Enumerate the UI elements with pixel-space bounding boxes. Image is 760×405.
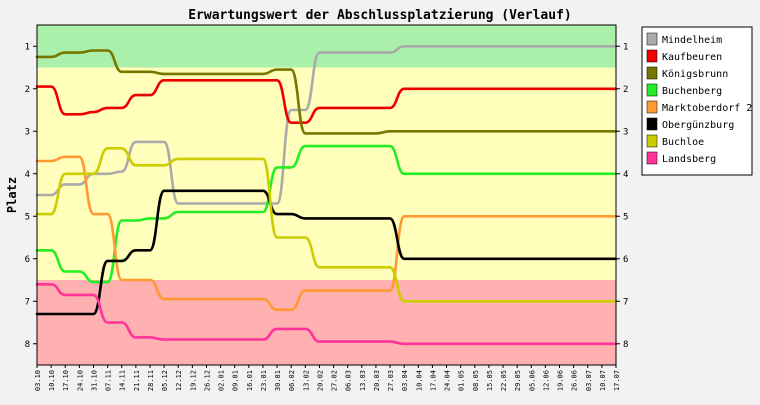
- x-tick-label: 20.03: [373, 370, 381, 391]
- y-tick-label-right: 6: [623, 255, 628, 265]
- y-tick-label-left: 1: [25, 42, 30, 52]
- y-axis-left: 1 2 3 4 5 6 7 8: [25, 42, 37, 350]
- legend-swatch: [646, 117, 658, 131]
- chart-title: Erwartungswert der Abschlussplatzierung …: [188, 8, 572, 23]
- legend-label: Marktoberdorf 2: [662, 103, 752, 114]
- series-line-buchenberg: [35, 144, 618, 284]
- x-tick-label: 10.04: [415, 370, 423, 391]
- y-tick-label-left: 2: [25, 85, 30, 95]
- x-tick-label: 03.10: [34, 370, 42, 391]
- legend-box: [641, 26, 753, 176]
- x-tick-label: 20.02: [316, 370, 324, 391]
- y-tick-label-left: 3: [25, 127, 30, 137]
- y-tick-label-right: 3: [623, 127, 628, 137]
- y-tick-label-right: 7: [623, 297, 628, 307]
- legend-swatch: [646, 32, 658, 46]
- x-tick-label: 27.02: [331, 370, 339, 391]
- y-tick-label-right: 8: [623, 340, 628, 350]
- x-tick-label: 15.05: [486, 370, 494, 391]
- background-bands: [37, 25, 616, 365]
- legend-label: Buchloe: [662, 137, 704, 148]
- y-tick-label-left: 8: [25, 340, 30, 350]
- x-tick-label: 02.01: [218, 370, 226, 391]
- x-tick-label: 31.10: [90, 370, 98, 391]
- x-tick-label: 26.12: [203, 370, 211, 391]
- legend-swatch: [646, 100, 658, 114]
- y-tick-label-right: 4: [623, 170, 628, 180]
- x-tick-label: 07.11: [105, 370, 113, 391]
- y-tick-label-left: 4: [25, 170, 30, 180]
- legend-swatch: [646, 66, 658, 80]
- legend-label: Buchenberg: [662, 86, 722, 97]
- plot-frame: [36, 24, 617, 366]
- x-tick-label: 01.05: [458, 370, 466, 391]
- series-line-buchloe: [35, 147, 618, 303]
- series-line-k-nigsbrunn: [35, 49, 618, 135]
- x-tick-label: 03.07: [585, 370, 593, 391]
- legend-swatch: [646, 134, 658, 148]
- x-tick-label: 17.07: [613, 370, 621, 391]
- x-tick-label: 06.02: [288, 370, 296, 391]
- x-tick-label: 19.12: [189, 370, 197, 391]
- x-tick-label: 22.05: [500, 370, 508, 391]
- y-tick-label-right: 1: [623, 42, 628, 52]
- y-tick-label-right: 2: [623, 85, 628, 95]
- legend-swatch: [646, 83, 658, 97]
- x-tick-label: 23.01: [260, 370, 268, 391]
- y-tick-label-left: 6: [25, 255, 30, 265]
- x-tick-label: 24.10: [76, 370, 84, 391]
- legend: Mindelheim Kaufbeuren Königsbrunn Buchenber…: [641, 26, 753, 176]
- series-line-kaufbeuren: [35, 78, 618, 125]
- y-axis-right: 1 2 3 4 5 6 7 8: [616, 42, 628, 350]
- legend-label: Landsberg: [662, 154, 716, 165]
- x-tick-label: 28.11: [147, 370, 155, 391]
- x-tick-label: 10.07: [599, 370, 607, 391]
- x-tick-label: 09.01: [232, 370, 240, 391]
- x-tick-label: 03.04: [401, 370, 409, 391]
- x-tick-label: 26.06: [571, 370, 579, 391]
- x-tick-label: 16.01: [246, 370, 254, 391]
- x-tick-label: 30.01: [274, 370, 282, 391]
- x-tick-label: 06.03: [345, 370, 353, 391]
- x-tick-label: 05.06: [528, 370, 536, 391]
- x-tick-label: 19.06: [557, 370, 565, 391]
- x-tick-label: 14.11: [119, 370, 127, 391]
- x-axis: 03.10 10.10 17.10 24.10 31.10 07.11 14.11 21.11…: [34, 365, 621, 391]
- series-line-landsberg: [35, 282, 618, 346]
- x-tick-label: 27.03: [387, 370, 395, 391]
- x-tick-label: 10.10: [48, 370, 56, 391]
- legend-swatch: [646, 49, 658, 63]
- x-tick-label: 17.04: [429, 370, 437, 391]
- legend-label: Kaufbeuren: [662, 52, 722, 63]
- band-2: [37, 280, 616, 365]
- x-tick-label: 13.02: [302, 370, 310, 391]
- x-tick-label: 17.10: [62, 370, 70, 391]
- x-tick-label: 05.12: [161, 370, 169, 391]
- series-line-mindelheim: [35, 45, 618, 205]
- y-axis-label: Platz: [5, 177, 19, 213]
- x-tick-label: 08.05: [472, 370, 480, 391]
- legend-swatch: [646, 151, 658, 165]
- y-tick-label-left: 5: [25, 212, 30, 222]
- x-tick-label: 21.11: [133, 370, 141, 391]
- legend-label: Mindelheim: [662, 35, 722, 46]
- x-tick-label: 12.12: [175, 370, 183, 391]
- y-tick-label-left: 7: [25, 297, 30, 307]
- x-tick-label: 13.03: [359, 370, 367, 391]
- x-tick-label: 12.06: [542, 370, 550, 391]
- x-tick-label: 24.04: [444, 370, 452, 391]
- series-line-marktoberdorf-2: [35, 155, 618, 312]
- x-tick-label: 29.05: [514, 370, 522, 391]
- legend-label: Obergünzburg: [662, 120, 734, 131]
- legend-label: Königsbrunn: [662, 69, 728, 80]
- series-line-oberg-nzburg: [35, 189, 618, 316]
- y-tick-label-right: 5: [623, 212, 628, 222]
- series-layer: [35, 45, 618, 346]
